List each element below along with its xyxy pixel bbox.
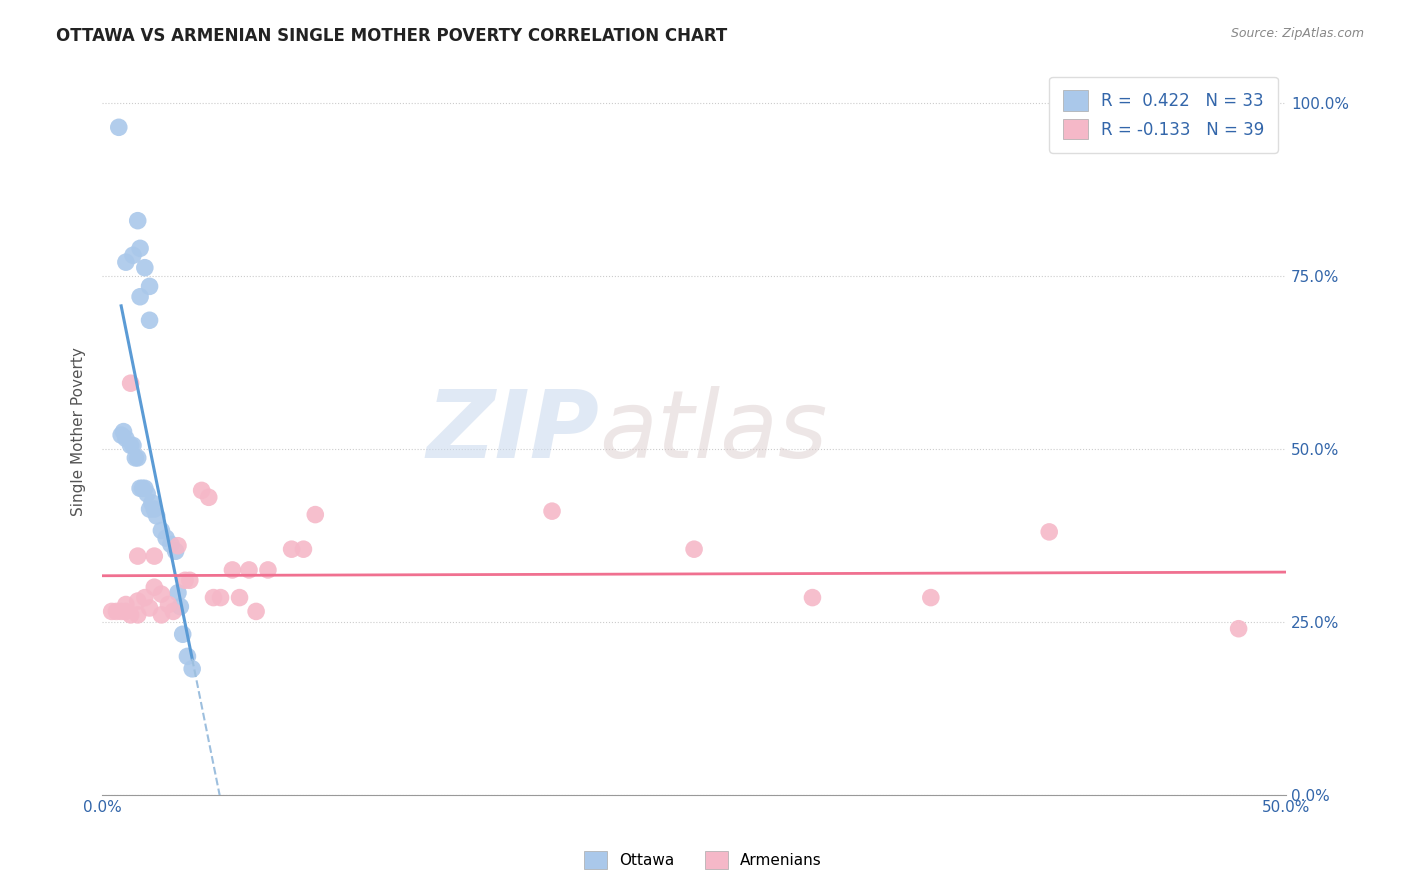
Point bbox=[138, 601, 160, 615]
Point bbox=[304, 508, 326, 522]
Point bbox=[136, 487, 159, 501]
Point bbox=[120, 376, 142, 391]
Point bbox=[209, 591, 232, 605]
Point bbox=[143, 502, 166, 516]
Point bbox=[127, 594, 149, 608]
Point bbox=[141, 496, 163, 510]
Legend: R =  0.422   N = 33, R = -0.133   N = 39: R = 0.422 N = 33, R = -0.133 N = 39 bbox=[1049, 77, 1278, 153]
Point bbox=[190, 483, 212, 498]
Point bbox=[292, 542, 315, 557]
Point bbox=[143, 549, 166, 563]
Point bbox=[920, 591, 942, 605]
Point bbox=[197, 491, 219, 505]
Point bbox=[129, 481, 152, 495]
Point bbox=[105, 604, 128, 618]
Point bbox=[221, 563, 243, 577]
Point bbox=[100, 604, 122, 618]
Point bbox=[122, 438, 145, 452]
Text: OTTAWA VS ARMENIAN SINGLE MOTHER POVERTY CORRELATION CHART: OTTAWA VS ARMENIAN SINGLE MOTHER POVERTY… bbox=[56, 27, 727, 45]
Point bbox=[145, 508, 167, 523]
Point bbox=[122, 248, 145, 262]
Point bbox=[115, 432, 138, 446]
Point bbox=[157, 598, 180, 612]
Point bbox=[110, 604, 132, 618]
Point bbox=[115, 255, 138, 269]
Point bbox=[238, 563, 260, 577]
Point bbox=[202, 591, 225, 605]
Point bbox=[280, 542, 302, 557]
Point bbox=[167, 539, 190, 553]
Text: ZIP: ZIP bbox=[426, 385, 599, 477]
Point bbox=[115, 604, 138, 618]
Point bbox=[127, 213, 149, 227]
Point bbox=[165, 544, 187, 558]
Point bbox=[138, 313, 160, 327]
Point bbox=[134, 260, 156, 275]
Point bbox=[683, 542, 706, 557]
Point bbox=[174, 574, 197, 588]
Point bbox=[169, 599, 191, 614]
Point bbox=[138, 279, 160, 293]
Point bbox=[181, 662, 204, 676]
Point bbox=[179, 574, 201, 588]
Point bbox=[150, 524, 173, 538]
Point bbox=[1227, 622, 1250, 636]
Point bbox=[257, 563, 280, 577]
Point bbox=[150, 607, 173, 622]
Point bbox=[162, 604, 184, 618]
Point bbox=[115, 598, 138, 612]
Y-axis label: Single Mother Poverty: Single Mother Poverty bbox=[72, 347, 86, 516]
Point bbox=[120, 607, 142, 622]
Point bbox=[143, 580, 166, 594]
Point bbox=[155, 531, 177, 545]
Point bbox=[134, 481, 156, 495]
Point bbox=[127, 450, 149, 465]
Point bbox=[1038, 524, 1060, 539]
Point bbox=[129, 241, 152, 255]
Point bbox=[176, 649, 198, 664]
Point bbox=[541, 504, 564, 518]
Point bbox=[131, 481, 153, 495]
Point bbox=[228, 591, 250, 605]
Point bbox=[107, 120, 129, 135]
Point bbox=[150, 587, 173, 601]
Text: atlas: atlas bbox=[599, 386, 828, 477]
Point bbox=[801, 591, 824, 605]
Legend: Ottawa, Armenians: Ottawa, Armenians bbox=[578, 845, 828, 875]
Point bbox=[112, 425, 135, 439]
Point bbox=[160, 537, 183, 551]
Point bbox=[120, 438, 142, 452]
Point bbox=[172, 627, 194, 641]
Point bbox=[245, 604, 267, 618]
Text: Source: ZipAtlas.com: Source: ZipAtlas.com bbox=[1230, 27, 1364, 40]
Point bbox=[129, 290, 152, 304]
Point bbox=[110, 428, 132, 442]
Point bbox=[127, 607, 149, 622]
Point bbox=[134, 591, 156, 605]
Point bbox=[138, 502, 160, 516]
Point bbox=[127, 549, 149, 563]
Point bbox=[167, 586, 190, 600]
Point bbox=[124, 450, 146, 465]
